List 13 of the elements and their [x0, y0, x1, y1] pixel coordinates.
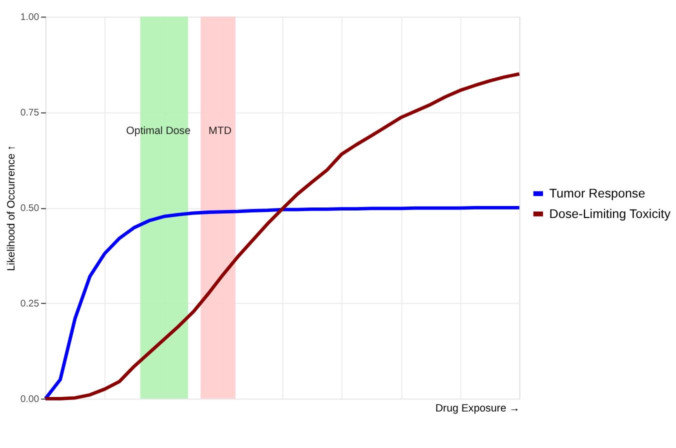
y-tick-label: 0.50 [20, 203, 40, 214]
y-tick-label: 0.75 [20, 108, 40, 119]
legend-label: Tumor Response [549, 186, 646, 201]
annotation: Optimal Dose [126, 125, 191, 138]
y-tick-label: 1.00 [20, 12, 40, 24]
y-axis-title: Likelihood of Occurrence ↑ [6, 145, 18, 272]
line-series [44, 72, 522, 400]
annotation: MTD [208, 125, 232, 138]
legend-label: Dose-Limiting Toxicity [549, 206, 672, 221]
x-axis-title: Drug Exposure → [435, 402, 520, 415]
y-tick-label: 0.25 [20, 298, 40, 310]
line-series [44, 206, 522, 400]
y-tick-label: 0.00 [20, 394, 40, 406]
